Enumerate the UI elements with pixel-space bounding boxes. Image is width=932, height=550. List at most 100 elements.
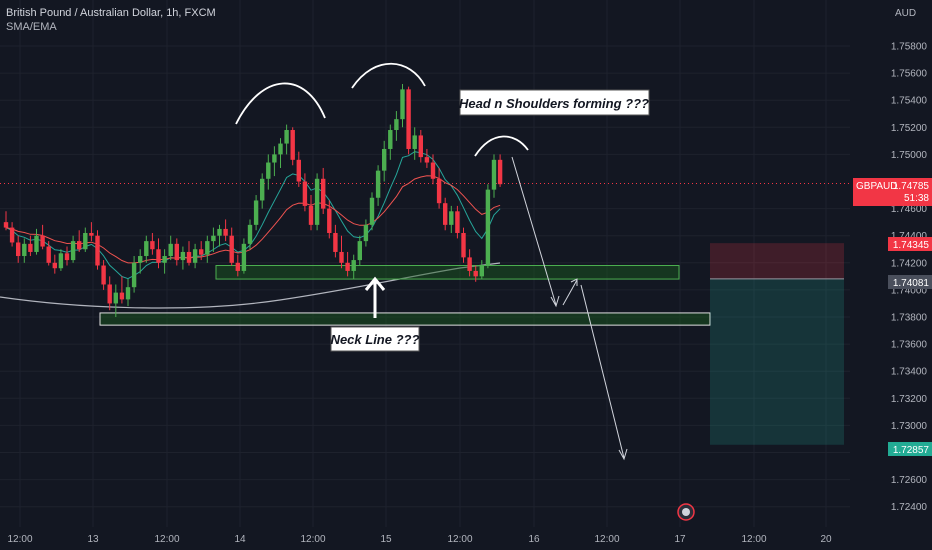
candle-body (131, 262, 137, 288)
ema-fast-line (5, 151, 501, 280)
price-tick-label: 1.74600 (891, 204, 928, 215)
candle-body (388, 130, 393, 149)
candle-body (192, 249, 198, 263)
candle (375, 165, 381, 206)
neckline-note-box: Neck Line ??? (330, 326, 420, 352)
stop-loss-area (710, 243, 844, 279)
candle-body (382, 148, 387, 171)
candle (436, 167, 442, 209)
candle (406, 86, 411, 155)
time-tick-label: 13 (87, 534, 99, 545)
price-tick-label: 1.72400 (891, 502, 928, 513)
candle (333, 224, 338, 258)
candle (296, 151, 301, 187)
price-tick-label: 1.74200 (891, 258, 928, 269)
candle-body (144, 241, 149, 257)
candle (162, 249, 167, 274)
candle-body (272, 154, 277, 163)
candle (351, 254, 356, 280)
candle-body (314, 178, 320, 225)
candle-body (9, 227, 15, 243)
candle (192, 243, 198, 269)
price-tick-label: 1.73800 (891, 313, 928, 324)
candle-body (77, 241, 82, 250)
candle (58, 249, 64, 271)
candle-body (436, 178, 442, 204)
candle-body (217, 228, 222, 236)
entry-price-badge: 1.74081 (888, 275, 932, 289)
candle (89, 222, 94, 242)
candle (95, 230, 100, 270)
time-tick-label: 12:00 (300, 534, 325, 545)
candle (211, 227, 216, 252)
candle (156, 238, 161, 269)
candle-body (205, 241, 210, 255)
candle (253, 195, 259, 231)
indicator-label[interactable]: SMA/EMA (6, 21, 57, 33)
candle (46, 241, 51, 266)
candle (278, 138, 283, 168)
projection-arrow-2 (562, 278, 578, 306)
candle-body (424, 157, 430, 163)
candle-body (491, 159, 497, 190)
candle (168, 235, 173, 261)
candle (491, 154, 497, 198)
take-profit-area (710, 278, 844, 445)
candle-body (290, 130, 295, 160)
candle (235, 254, 240, 277)
price-tick-label: 1.73400 (891, 367, 928, 378)
time-tick-label: 12:00 (447, 534, 472, 545)
candle-body (375, 170, 381, 198)
candle (479, 260, 484, 280)
neckline-note: Neck Line ??? (331, 332, 420, 347)
candle-body (406, 89, 411, 149)
candle-body (28, 243, 33, 252)
candle-body (241, 243, 247, 271)
candle (443, 197, 448, 231)
candle-body (357, 241, 362, 261)
short-position-tool[interactable] (710, 243, 844, 445)
candle-body (308, 205, 314, 225)
time-tick-label: 12:00 (741, 534, 766, 545)
candle-body (52, 262, 57, 269)
candle (241, 238, 247, 274)
symbol-title[interactable]: British Pound / Australian Dollar, 1h, F… (6, 7, 216, 19)
candle (260, 173, 265, 209)
candle-body (22, 243, 27, 257)
currency-label: AUD (895, 8, 916, 19)
price-axis[interactable]: 1.724001.726001.728001.730001.732001.734… (891, 42, 928, 514)
candle-body (174, 243, 179, 261)
candle-body (473, 270, 478, 277)
candle-body (302, 181, 308, 206)
bar-countdown: 51:38 (904, 193, 929, 204)
candle-body (278, 143, 283, 155)
candle-body (247, 224, 253, 244)
candle (461, 227, 466, 263)
candle-body (125, 287, 131, 300)
target-price: 1.72857 (893, 445, 930, 456)
candle (272, 146, 277, 177)
candle (144, 235, 149, 263)
price-tick-label: 1.73600 (891, 340, 928, 351)
candle (9, 222, 15, 247)
stop-price-badge: 1.74345 (888, 237, 932, 251)
candle (70, 235, 76, 263)
candle (16, 235, 21, 263)
price-tick-label: 1.75000 (891, 150, 928, 161)
candle (113, 284, 118, 317)
moving-averages (0, 151, 501, 309)
candle (308, 195, 314, 231)
candle-body (150, 241, 155, 250)
candle (205, 235, 210, 263)
candle-body (168, 243, 173, 257)
economic-event-icon[interactable] (677, 503, 695, 521)
candle-body (284, 130, 289, 144)
price-tick-label: 1.74000 (891, 285, 928, 296)
price-tick-label: 1.72600 (891, 475, 928, 486)
candle-body (394, 119, 399, 131)
candle (345, 251, 350, 277)
right-shoulder-arc (474, 135, 529, 157)
candle (138, 249, 143, 274)
time-axis[interactable]: 12:00 13 12:00 14 12:00 15 12:00 16 12:00 17 12:00… (7, 534, 832, 545)
